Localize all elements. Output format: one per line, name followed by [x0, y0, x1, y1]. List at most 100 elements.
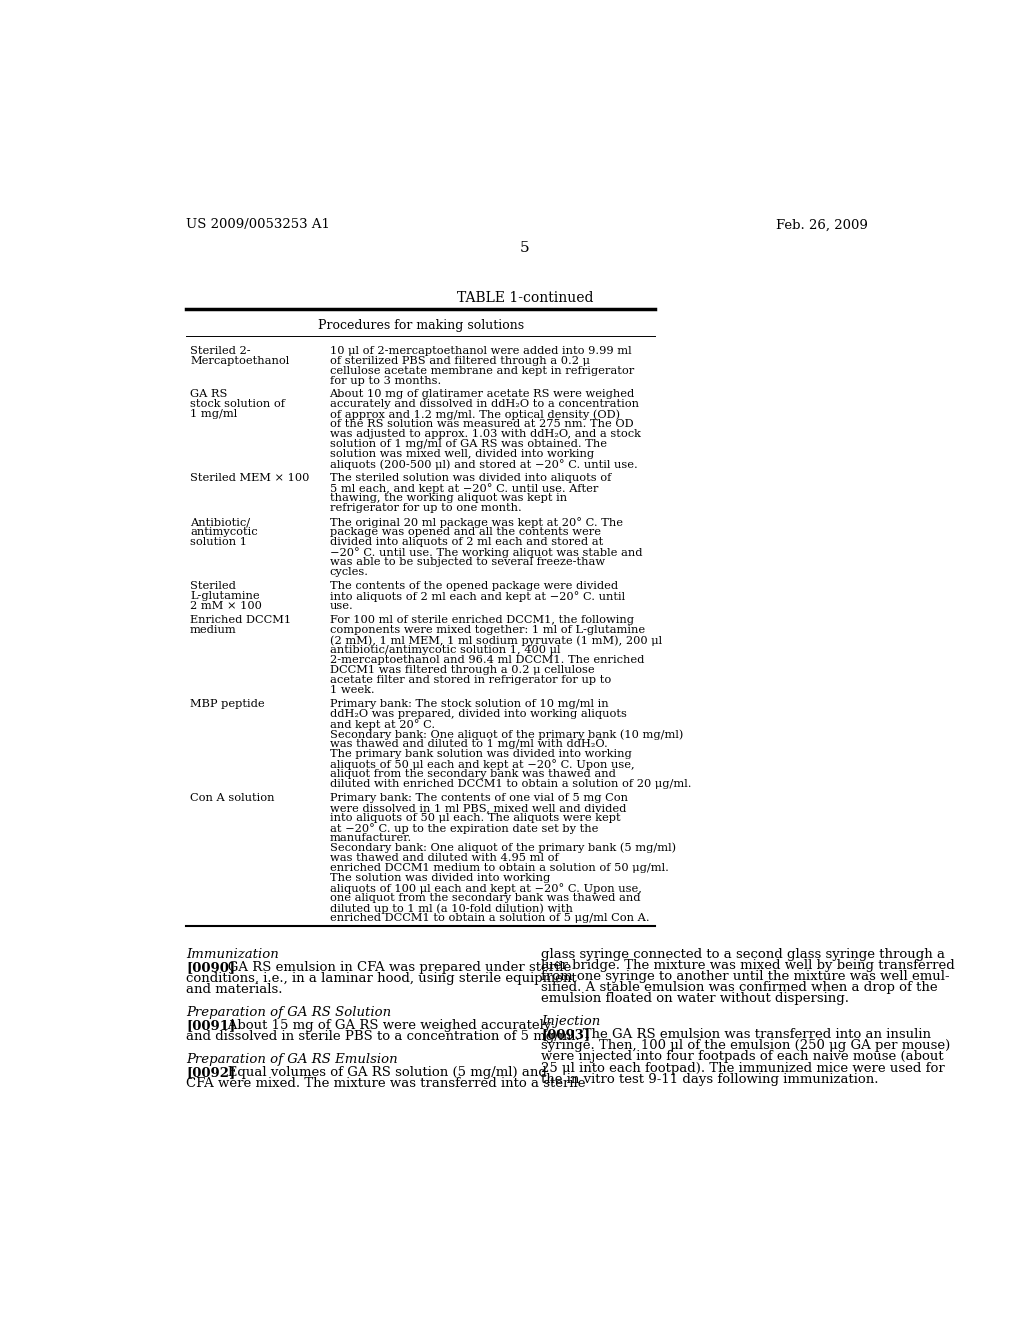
Text: enriched DCCM1 to obtain a solution of 5 μg/ml Con A.: enriched DCCM1 to obtain a solution of 5…: [330, 913, 649, 923]
Text: The solution was divided into working: The solution was divided into working: [330, 873, 550, 883]
Text: ddH₂O was prepared, divided into working aliquots: ddH₂O was prepared, divided into working…: [330, 709, 627, 719]
Text: accurately and dissolved in ddH₂O to a concentration: accurately and dissolved in ddH₂O to a c…: [330, 400, 639, 409]
Text: stock solution of: stock solution of: [190, 400, 285, 409]
Text: CFA were mixed. The mixture was transferred into a sterile: CFA were mixed. The mixture was transfer…: [186, 1077, 586, 1090]
Text: was able to be subjected to several freeze-thaw: was able to be subjected to several free…: [330, 557, 604, 568]
Text: About 10 mg of glatiramer acetate RS were weighed: About 10 mg of glatiramer acetate RS wer…: [330, 389, 635, 400]
Text: solution was mixed well, divided into working: solution was mixed well, divided into wo…: [330, 449, 594, 459]
Text: of approx and 1.2 mg/ml. The optical density (OD): of approx and 1.2 mg/ml. The optical den…: [330, 409, 620, 420]
Text: Secondary bank: One aliquot of the primary bank (10 mg/ml): Secondary bank: One aliquot of the prima…: [330, 729, 683, 739]
Text: and materials.: and materials.: [186, 983, 283, 997]
Text: 5: 5: [520, 240, 529, 255]
Text: the in vitro test 9-11 days following immunization.: the in vitro test 9-11 days following im…: [541, 1073, 879, 1086]
Text: MBP peptide: MBP peptide: [190, 700, 264, 709]
Text: [0092]: [0092]: [186, 1067, 236, 1080]
Text: of sterilized PBS and filtered through a 0.2 μ: of sterilized PBS and filtered through a…: [330, 355, 590, 366]
Text: solution of 1 mg/ml of GA RS was obtained. The: solution of 1 mg/ml of GA RS was obtaine…: [330, 440, 606, 449]
Text: For 100 ml of sterile enriched DCCM1, the following: For 100 ml of sterile enriched DCCM1, th…: [330, 615, 634, 624]
Text: Preparation of GA RS Emulsion: Preparation of GA RS Emulsion: [186, 1053, 397, 1065]
Text: Con A solution: Con A solution: [190, 793, 274, 803]
Text: Steriled MEM × 100: Steriled MEM × 100: [190, 474, 309, 483]
Text: The primary bank solution was divided into working: The primary bank solution was divided in…: [330, 748, 631, 759]
Text: diluted with enriched DCCM1 to obtain a solution of 20 μg/ml.: diluted with enriched DCCM1 to obtain a …: [330, 779, 691, 789]
Text: manufacturer.: manufacturer.: [330, 833, 412, 843]
Text: at −20° C. up to the expiration date set by the: at −20° C. up to the expiration date set…: [330, 822, 598, 834]
Text: [0093]: [0093]: [541, 1028, 590, 1041]
Text: from one syringe to another until the mixture was well emul-: from one syringe to another until the mi…: [541, 970, 949, 983]
Text: DCCM1 was filtered through a 0.2 μ cellulose: DCCM1 was filtered through a 0.2 μ cellu…: [330, 665, 594, 675]
Text: The GA RS emulsion was transferred into an insulin: The GA RS emulsion was transferred into …: [570, 1028, 931, 1041]
Text: 2-mercaptoethanol and 96.4 ml DCCM1. The enriched: 2-mercaptoethanol and 96.4 ml DCCM1. The…: [330, 655, 644, 665]
Text: Steriled 2-: Steriled 2-: [190, 346, 251, 355]
Text: diluted up to 1 ml (a 10-fold dilution) with: diluted up to 1 ml (a 10-fold dilution) …: [330, 903, 572, 913]
Text: TABLE 1-continued: TABLE 1-continued: [457, 290, 593, 305]
Text: cycles.: cycles.: [330, 568, 369, 577]
Text: aliquot from the secondary bank was thawed and: aliquot from the secondary bank was thaw…: [330, 770, 615, 779]
Text: Antibiotic/: Antibiotic/: [190, 517, 250, 527]
Text: glass syringe connected to a second glass syringe through a: glass syringe connected to a second glas…: [541, 948, 945, 961]
Text: US 2009/0053253 A1: US 2009/0053253 A1: [186, 218, 330, 231]
Text: Steriled: Steriled: [190, 581, 236, 591]
Text: luer bridge. The mixture was mixed well by being transferred: luer bridge. The mixture was mixed well …: [541, 958, 954, 972]
Text: GA RS emulsion in CFA was prepared under sterile: GA RS emulsion in CFA was prepared under…: [215, 961, 571, 974]
Text: refrigerator for up to one month.: refrigerator for up to one month.: [330, 503, 521, 513]
Text: package was opened and all the contents were: package was opened and all the contents …: [330, 527, 600, 537]
Text: was adjusted to approx. 1.03 with ddH₂O, and a stock: was adjusted to approx. 1.03 with ddH₂O,…: [330, 429, 640, 440]
Text: was thawed and diluted with 4.95 ml of: was thawed and diluted with 4.95 ml of: [330, 853, 558, 863]
Text: Injection: Injection: [541, 1015, 600, 1028]
Text: 1 week.: 1 week.: [330, 685, 374, 696]
Text: The steriled solution was divided into aliquots of: The steriled solution was divided into a…: [330, 474, 611, 483]
Text: Feb. 26, 2009: Feb. 26, 2009: [776, 218, 868, 231]
Text: into aliquots of 50 μl each. The aliquots were kept: into aliquots of 50 μl each. The aliquot…: [330, 813, 621, 822]
Text: sified. A stable emulsion was confirmed when a drop of the: sified. A stable emulsion was confirmed …: [541, 981, 938, 994]
Text: thawing, the working aliquot was kept in: thawing, the working aliquot was kept in: [330, 494, 566, 503]
Text: 1 mg/ml: 1 mg/ml: [190, 409, 238, 420]
Text: Equal volumes of GA RS solution (5 mg/ml) and: Equal volumes of GA RS solution (5 mg/ml…: [215, 1067, 547, 1080]
Text: Preparation of GA RS Solution: Preparation of GA RS Solution: [186, 1006, 391, 1019]
Text: into aliquots of 2 ml each and kept at −20° C. until: into aliquots of 2 ml each and kept at −…: [330, 591, 625, 602]
Text: medium: medium: [190, 626, 237, 635]
Text: 25 μl into each footpad). The immunized mice were used for: 25 μl into each footpad). The immunized …: [541, 1061, 945, 1074]
Text: 10 μl of 2-mercaptoethanol were added into 9.99 ml: 10 μl of 2-mercaptoethanol were added in…: [330, 346, 631, 355]
Text: [0090]: [0090]: [186, 961, 236, 974]
Text: −20° C. until use. The working aliquot was stable and: −20° C. until use. The working aliquot w…: [330, 548, 642, 558]
Text: aliquots of 100 μl each and kept at −20° C. Upon use,: aliquots of 100 μl each and kept at −20°…: [330, 883, 641, 894]
Text: (2 mM), 1 ml MEM, 1 ml sodium pyruvate (1 mM), 200 μl: (2 mM), 1 ml MEM, 1 ml sodium pyruvate (…: [330, 635, 662, 645]
Text: Enriched DCCM1: Enriched DCCM1: [190, 615, 291, 624]
Text: The contents of the opened package were divided: The contents of the opened package were …: [330, 581, 617, 591]
Text: syringe. Then, 100 μl of the emulsion (250 μg GA per mouse): syringe. Then, 100 μl of the emulsion (2…: [541, 1039, 950, 1052]
Text: 2 mM × 100: 2 mM × 100: [190, 601, 262, 611]
Text: acetate filter and stored in refrigerator for up to: acetate filter and stored in refrigerato…: [330, 675, 610, 685]
Text: The original 20 ml package was kept at 20° C. The: The original 20 ml package was kept at 2…: [330, 517, 623, 528]
Text: use.: use.: [330, 601, 353, 611]
Text: Secondary bank: One aliquot of the primary bank (5 mg/ml): Secondary bank: One aliquot of the prima…: [330, 843, 676, 854]
Text: of the RS solution was measured at 275 nm. The OD: of the RS solution was measured at 275 n…: [330, 420, 633, 429]
Text: [0091]: [0091]: [186, 1019, 236, 1032]
Text: divided into aliquots of 2 ml each and stored at: divided into aliquots of 2 ml each and s…: [330, 537, 603, 548]
Text: GA RS: GA RS: [190, 389, 227, 400]
Text: antibiotic/antimycotic solution 1, 400 μl: antibiotic/antimycotic solution 1, 400 μ…: [330, 645, 560, 655]
Text: components were mixed together: 1 ml of L-glutamine: components were mixed together: 1 ml of …: [330, 626, 645, 635]
Text: Mercaptoethanol: Mercaptoethanol: [190, 355, 289, 366]
Text: cellulose acetate membrane and kept in refrigerator: cellulose acetate membrane and kept in r…: [330, 366, 634, 375]
Text: aliquots of 50 μl each and kept at −20° C. Upon use,: aliquots of 50 μl each and kept at −20° …: [330, 759, 634, 770]
Text: Procedures for making solutions: Procedures for making solutions: [317, 319, 523, 333]
Text: emulsion floated on water without dispersing.: emulsion floated on water without disper…: [541, 993, 849, 1006]
Text: and kept at 20° C.: and kept at 20° C.: [330, 719, 434, 730]
Text: was thawed and diluted to 1 mg/ml with ddH₂O.: was thawed and diluted to 1 mg/ml with d…: [330, 739, 607, 748]
Text: Immunization: Immunization: [186, 948, 279, 961]
Text: solution 1: solution 1: [190, 537, 247, 548]
Text: Primary bank: The stock solution of 10 mg/ml in: Primary bank: The stock solution of 10 m…: [330, 700, 608, 709]
Text: enriched DCCM1 medium to obtain a solution of 50 μg/ml.: enriched DCCM1 medium to obtain a soluti…: [330, 863, 669, 873]
Text: aliquots (200-500 μl) and stored at −20° C. until use.: aliquots (200-500 μl) and stored at −20°…: [330, 459, 637, 470]
Text: 5 ml each, and kept at −20° C. until use. After: 5 ml each, and kept at −20° C. until use…: [330, 483, 598, 494]
Text: conditions, i.e., in a laminar hood, using sterile equipment: conditions, i.e., in a laminar hood, usi…: [186, 973, 577, 985]
Text: one aliquot from the secondary bank was thawed and: one aliquot from the secondary bank was …: [330, 892, 640, 903]
Text: L-glutamine: L-glutamine: [190, 591, 260, 601]
Text: were dissolved in 1 ml PBS, mixed well and divided: were dissolved in 1 ml PBS, mixed well a…: [330, 803, 626, 813]
Text: Primary bank: The contents of one vial of 5 mg Con: Primary bank: The contents of one vial o…: [330, 793, 628, 803]
Text: and dissolved in sterile PBS to a concentration of 5 mg/ml.: and dissolved in sterile PBS to a concen…: [186, 1031, 580, 1043]
Text: for up to 3 months.: for up to 3 months.: [330, 376, 440, 385]
Text: were injected into four footpads of each naive mouse (about: were injected into four footpads of each…: [541, 1051, 944, 1064]
Text: About 15 mg of GA RS were weighed accurately: About 15 mg of GA RS were weighed accura…: [215, 1019, 551, 1032]
